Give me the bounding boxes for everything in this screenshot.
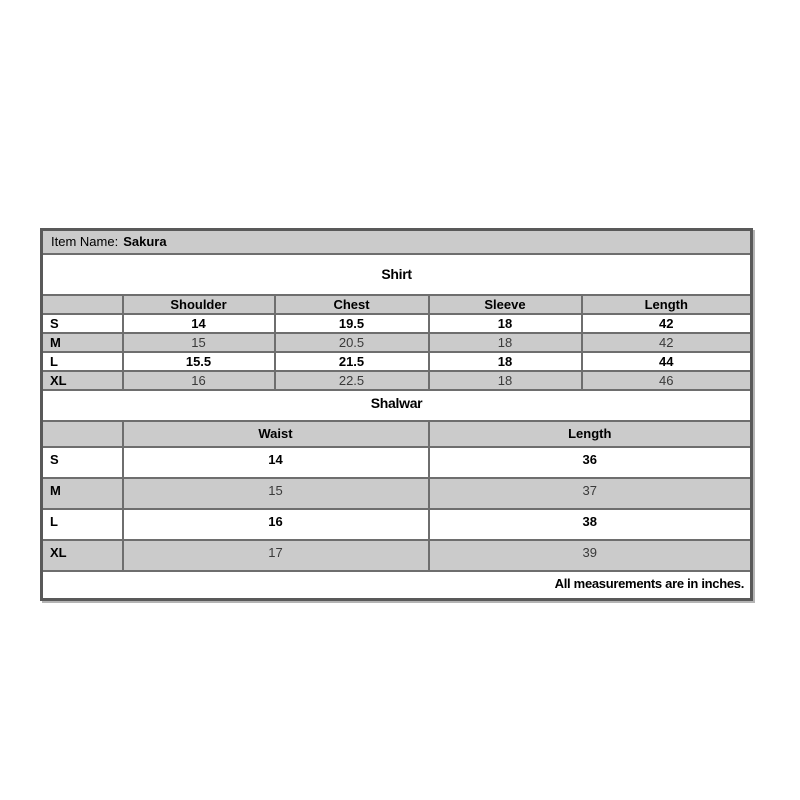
shalwar-row-l: L 16 38	[40, 507, 753, 541]
shirt-chest-value: 21.5	[273, 350, 430, 372]
measurement-unit-note: All measurements are in inches.	[40, 569, 753, 601]
shalwar-length-value: 37	[427, 476, 753, 510]
shirt-header-chest: Chest	[273, 293, 430, 315]
shalwar-row-s: S 14 36	[40, 445, 753, 479]
shirt-chest-value: 19.5	[273, 312, 430, 334]
item-name-value: Sakura	[123, 234, 167, 250]
shalwar-header-row: Waist Length	[40, 419, 753, 448]
shirt-row-s: S 14 19.5 18 42	[40, 312, 753, 334]
shirt-length-value: 42	[580, 312, 753, 334]
shirt-header-row: Shoulder Chest Sleeve Length	[40, 293, 753, 315]
shirt-section-title: Shirt	[40, 252, 753, 296]
shirt-size-label: XL	[40, 369, 124, 391]
shirt-shoulder-value: 15	[121, 331, 276, 353]
shirt-row-m: M 15 20.5 18 42	[40, 331, 753, 353]
shalwar-section-title: Shalwar	[40, 388, 753, 422]
shalwar-waist-value: 16	[121, 507, 430, 541]
shirt-chest-value: 22.5	[273, 369, 430, 391]
shalwar-waist-value: 15	[121, 476, 430, 510]
shirt-size-label: L	[40, 350, 124, 372]
shalwar-length-value: 39	[427, 538, 753, 572]
shirt-header-shoulder: Shoulder	[121, 293, 276, 315]
shalwar-size-label: XL	[40, 538, 124, 572]
shalwar-length-value: 36	[427, 445, 753, 479]
shirt-sleeve-value: 18	[427, 331, 583, 353]
shalwar-header-length: Length	[427, 419, 753, 448]
shirt-sleeve-value: 18	[427, 350, 583, 372]
item-name-row: Item Name: Sakura	[40, 228, 753, 255]
shirt-header-empty	[40, 293, 124, 315]
shirt-header-sleeve: Sleeve	[427, 293, 583, 315]
shirt-shoulder-value: 15.5	[121, 350, 276, 372]
shirt-sleeve-value: 18	[427, 312, 583, 334]
shirt-length-value: 42	[580, 331, 753, 353]
shalwar-size-label: L	[40, 507, 124, 541]
shirt-shoulder-value: 14	[121, 312, 276, 334]
shalwar-title-row: Shalwar	[40, 388, 753, 422]
shirt-row-l: L 15.5 21.5 18 44	[40, 350, 753, 372]
shalwar-header-empty	[40, 419, 124, 448]
shirt-size-label: S	[40, 312, 124, 334]
shalwar-size-label: M	[40, 476, 124, 510]
shirt-title-row: Shirt	[40, 252, 753, 296]
size-chart-table: Item Name: Sakura Shirt Shoulder Chest Sl…	[40, 228, 754, 601]
shalwar-row-m: M 15 37	[40, 476, 753, 510]
shirt-header-length: Length	[580, 293, 753, 315]
shirt-sleeve-value: 18	[427, 369, 583, 391]
shirt-chest-value: 20.5	[273, 331, 430, 353]
shirt-size-label: M	[40, 331, 124, 353]
shalwar-length-value: 38	[427, 507, 753, 541]
shirt-shoulder-value: 16	[121, 369, 276, 391]
shirt-row-xl: XL 16 22.5 18 46	[40, 369, 753, 391]
shalwar-waist-value: 14	[121, 445, 430, 479]
shirt-length-value: 44	[580, 350, 753, 372]
footer-row: All measurements are in inches.	[40, 569, 753, 601]
size-chart: Item Name: Sakura Shirt Shoulder Chest Sl…	[40, 228, 754, 601]
shalwar-waist-value: 17	[121, 538, 430, 572]
shirt-length-value: 46	[580, 369, 753, 391]
shalwar-row-xl: XL 17 39	[40, 538, 753, 572]
shalwar-size-label: S	[40, 445, 124, 479]
item-name-cell: Item Name: Sakura	[40, 228, 753, 255]
shalwar-header-waist: Waist	[121, 419, 430, 448]
item-name-label: Item Name:	[51, 234, 119, 250]
